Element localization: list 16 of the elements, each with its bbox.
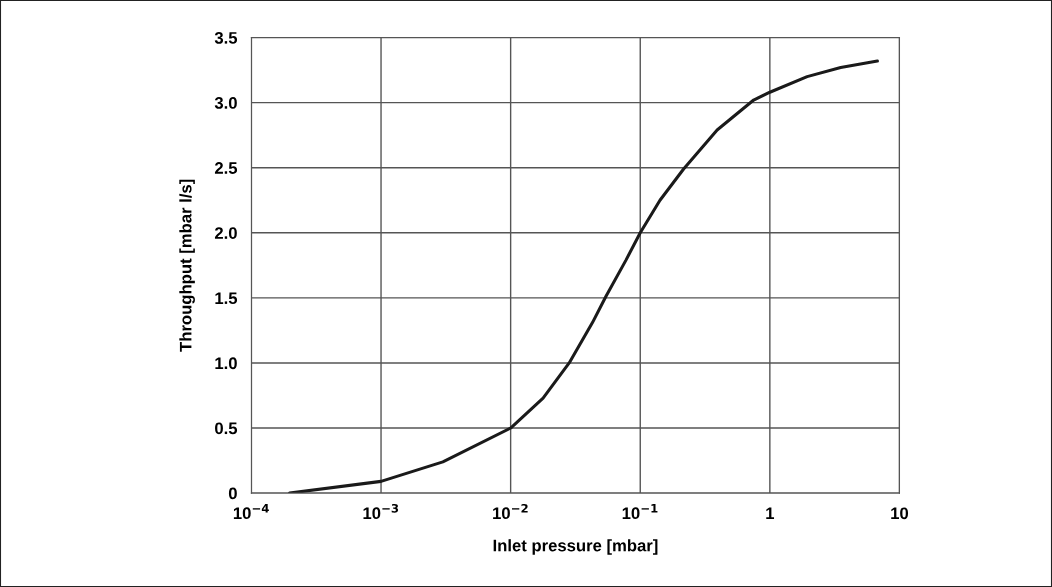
y-tick-label: 2.0 [214,227,237,239]
y-tick-label: 2.5 [214,162,238,174]
y-axis-title: Throughput [mbar l/s] [179,179,195,352]
y-tick-label: 0 [228,487,237,500]
x-tick-label: 10$^{−2}$ [493,503,528,520]
x-tick-label: 10$^{−3}$ [363,503,399,520]
x-tick-label: 10 [891,507,909,520]
y-tick-label: 0.5 [215,422,238,435]
y-tick-label: 1.0 [215,357,237,370]
x-tick-label: 10$^{−4}$ [233,504,269,520]
x-axis-title: Inlet pressure [mbar] [493,539,658,555]
y-tick-label: 3.5 [214,31,238,44]
x-tick-label: 1 [766,507,775,520]
x-tick-label: 10$^{−1}$ [622,504,658,520]
y-tick-label: 3.0 [214,97,237,109]
y-tick-label: 1.5 [215,292,238,305]
